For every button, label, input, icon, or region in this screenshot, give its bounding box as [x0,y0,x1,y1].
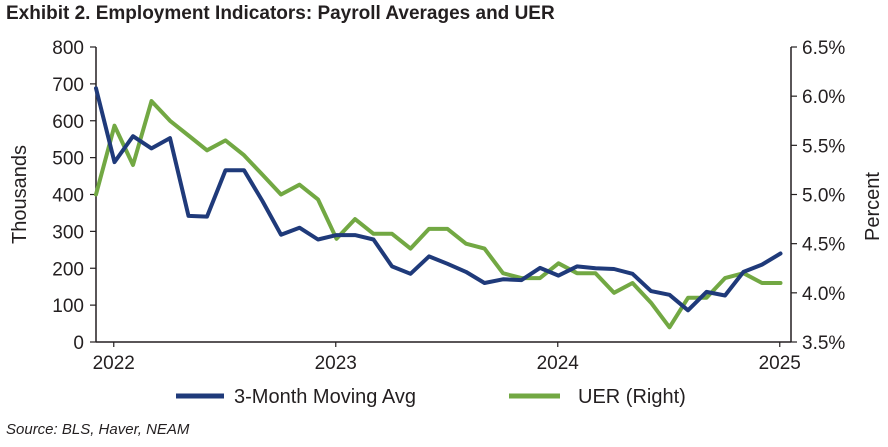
right-tick-label: 6.5% [802,38,845,59]
right-tick-label: 5.0% [802,186,845,207]
series-layer [94,86,783,330]
left-tick-label: 300 [52,222,84,243]
series-line-moving-avg [94,86,783,313]
left-axis-ticks: 0 100 200 300 400 500 600 700 800 [52,38,96,354]
chart-title: Exhibit 2. Employment Indicators: Payrol… [6,3,555,24]
x-tick-label: 2025 [759,353,801,374]
left-tick-label: 200 [52,259,84,280]
left-tick-label: 500 [52,149,84,170]
left-tick-label: 800 [52,38,84,59]
series-line-uer [94,99,783,330]
right-axis-ticks: 3.5% 4.0% 4.5% 5.0% 5.5% 6.0% 6.5% [791,38,845,354]
left-tick-label: 100 [52,296,84,317]
right-tick-label: 3.5% [802,333,845,354]
legend-label-moving-avg: 3-Month Moving Avg [234,386,416,408]
right-tick-label: 5.5% [802,136,845,157]
source-note: Source: BLS, Haver, NEAM [6,421,190,438]
right-tick-label: 4.5% [802,235,845,256]
legend-label-uer: UER (Right) [578,386,686,408]
left-tick-label: 400 [52,186,84,207]
y-axis-title-right: Percent [862,172,884,241]
left-tick-label: 700 [52,75,84,96]
right-tick-label: 6.0% [802,87,845,108]
left-tick-label: 0 [73,333,84,354]
x-tick-label: 2023 [315,353,357,374]
x-axis-ticks: 2022 2023 2024 2025 [93,342,801,374]
x-tick-label: 2022 [93,353,135,374]
y-axis-title-left: Thousands [9,145,31,244]
legend: 3-Month Moving Avg UER (Right) [176,386,686,408]
left-tick-label: 600 [52,112,84,133]
x-tick-label: 2024 [537,353,580,374]
right-tick-label: 4.0% [802,284,845,305]
